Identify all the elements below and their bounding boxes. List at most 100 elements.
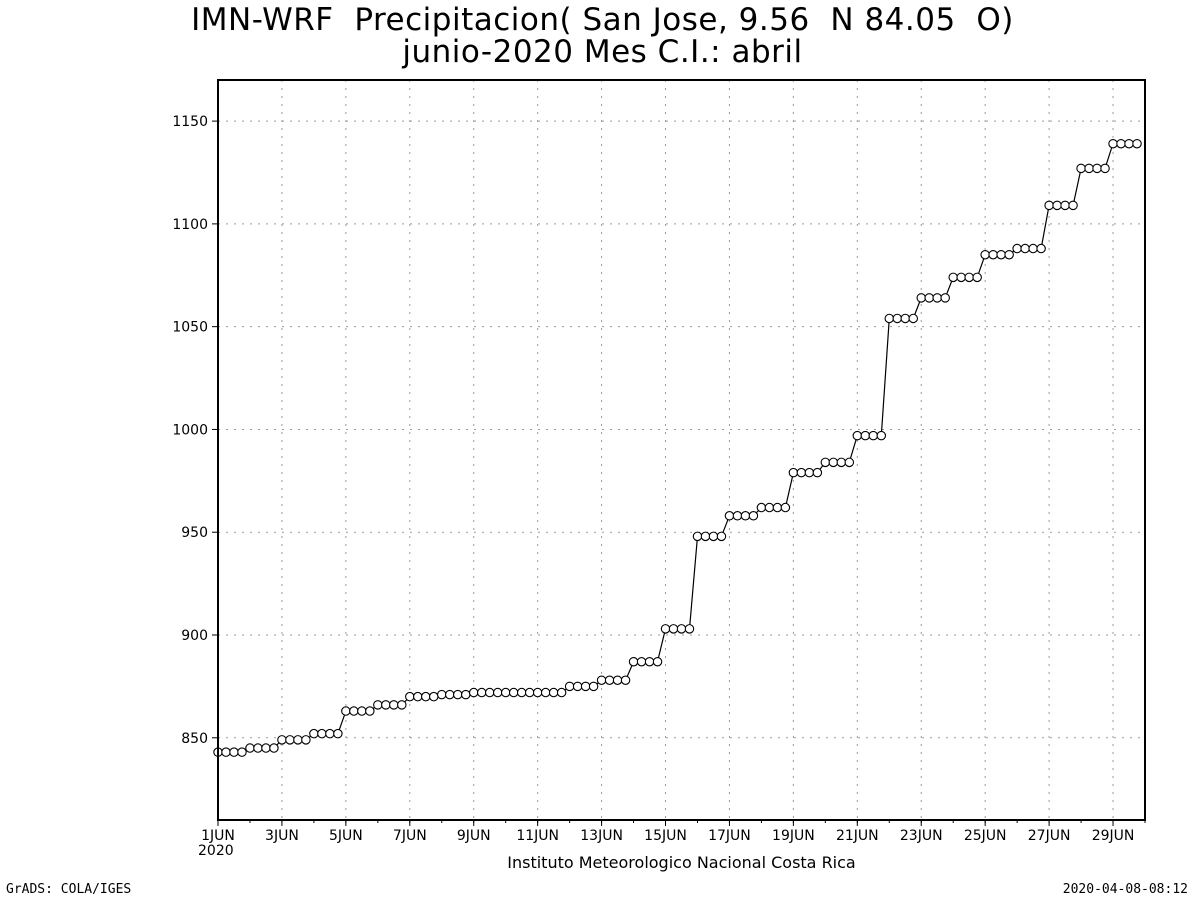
data-point (301, 735, 311, 745)
data-point (772, 502, 783, 513)
x-tick-label: 13JUN (580, 828, 623, 844)
x-tick-label: 17JUN (708, 828, 751, 844)
data-point (349, 706, 359, 716)
data-point (437, 689, 447, 700)
chart-title: IMN-WRF Precipitacion( San Jose, 9.56 N … (191, 2, 1014, 38)
data-point (964, 272, 974, 283)
data-point (852, 430, 863, 441)
data-point (612, 675, 623, 685)
y-tick-label: 900 (181, 628, 208, 644)
x-tick-label: 19JUN (772, 828, 815, 844)
series-line (218, 143, 1137, 753)
data-point (1084, 163, 1094, 174)
data-point (748, 511, 759, 521)
data-point (836, 457, 847, 468)
data-point (285, 735, 295, 745)
x-tick-label: 3JUN (265, 828, 299, 844)
y-tick-label: 950 (181, 525, 208, 541)
data-point (556, 687, 567, 698)
data-point (468, 687, 479, 698)
x-tick-label: 27JUN (1028, 828, 1071, 844)
data-point (796, 467, 807, 478)
x-tick-label: 15JUN (644, 828, 687, 844)
data-point (460, 689, 471, 700)
x-tick-label: 25JUN (964, 828, 1007, 844)
data-point (1116, 138, 1126, 149)
data-point (652, 656, 663, 667)
data-point (940, 293, 950, 303)
x-tick-label: 5JUN (329, 828, 363, 844)
data-point (1100, 163, 1110, 174)
data-point (1004, 249, 1014, 260)
footer-software-credit: GrADS: COLA/IGES (6, 882, 132, 897)
data-point (1036, 243, 1046, 254)
data-point (732, 511, 743, 521)
data-point (988, 249, 998, 260)
chart-subtitle: junio-2020 Mes C.I.: abril (402, 34, 803, 70)
data-point (524, 687, 535, 698)
data-point (1108, 138, 1118, 149)
y-axis-ticks: 850 900 950 1000 1050 1100 1150 (172, 114, 218, 747)
data-point (1068, 200, 1078, 211)
data-point (221, 747, 231, 757)
data-point (972, 272, 982, 283)
x-tick-label: 1JUN (201, 828, 235, 844)
data-point (956, 272, 966, 283)
data-point (572, 681, 583, 692)
data-point (341, 706, 351, 716)
data-point (484, 687, 495, 698)
data-point (333, 728, 343, 739)
data-point (700, 531, 711, 542)
data-point (1132, 138, 1142, 149)
series-markers (213, 138, 1142, 757)
x-axis-ticks: 1JUN 3JUN 5JUN 7JUN 9JUN 11JUN 13JUN 15JUN 17JUN… (201, 820, 1146, 844)
data-point (421, 691, 431, 702)
data-point (1028, 243, 1038, 254)
data-point (828, 457, 839, 468)
data-point (980, 249, 990, 260)
data-point (900, 313, 911, 324)
data-point (540, 687, 551, 698)
y-tick-label: 1000 (172, 422, 208, 438)
data-point (628, 656, 639, 667)
x-axis-year-label: 2020 (198, 843, 234, 859)
data-point (476, 687, 487, 698)
data-point (373, 700, 383, 710)
data-point (1124, 138, 1134, 149)
data-point (804, 467, 815, 478)
x-tick-label: 29JUN (1092, 828, 1135, 844)
data-point (764, 502, 775, 513)
data-point (644, 656, 655, 667)
data-point (684, 624, 695, 634)
data-point (996, 249, 1006, 260)
institution-label: Instituto Meteorologico Nacional Costa R… (507, 853, 856, 872)
data-point (908, 313, 918, 324)
data-point (924, 293, 934, 303)
data-point (916, 293, 926, 303)
data-point (676, 624, 687, 634)
data-point (500, 687, 511, 698)
data-point (620, 675, 631, 685)
data-point (708, 531, 719, 542)
data-point (229, 747, 239, 757)
data-point (740, 511, 751, 521)
data-point (668, 624, 679, 634)
data-point (580, 681, 591, 692)
data-point (780, 502, 791, 513)
data-point (389, 700, 399, 710)
data-point (588, 681, 599, 692)
data-point (1044, 200, 1054, 211)
data-point (876, 430, 887, 441)
data-point (1060, 200, 1070, 211)
data-point (868, 430, 879, 441)
data-point (636, 656, 647, 667)
data-point (532, 687, 543, 698)
x-tick-label: 21JUN (836, 828, 879, 844)
data-point (716, 531, 727, 542)
data-point (325, 728, 335, 739)
data-point (245, 743, 255, 753)
data-point (269, 743, 279, 753)
data-point (1076, 163, 1086, 174)
data-point (1052, 200, 1062, 211)
